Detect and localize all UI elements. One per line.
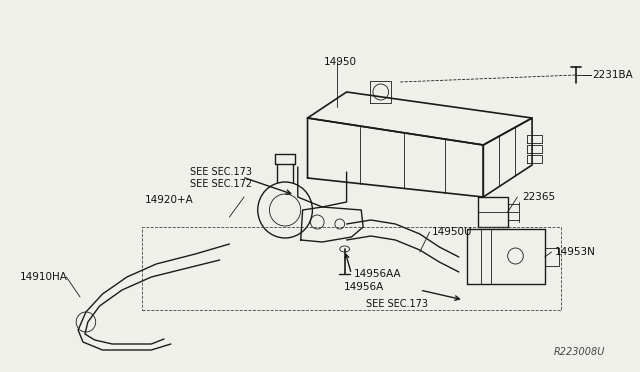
- Text: SEE SEC.172: SEE SEC.172: [190, 179, 253, 189]
- Text: 2231BA: 2231BA: [593, 70, 634, 80]
- Text: 22365: 22365: [522, 192, 556, 202]
- Text: 14910HA: 14910HA: [20, 272, 67, 282]
- Text: 14956A: 14956A: [344, 282, 384, 292]
- Text: 14920+A: 14920+A: [145, 195, 193, 205]
- Text: 14950: 14950: [324, 57, 357, 67]
- Text: R223008U: R223008U: [554, 347, 605, 357]
- Text: 14950U: 14950U: [431, 227, 472, 237]
- Text: 14953N: 14953N: [554, 247, 595, 257]
- Text: 14956AA: 14956AA: [353, 269, 401, 279]
- Text: SEE SEC.173: SEE SEC.173: [190, 167, 252, 177]
- Text: SEE SEC.173: SEE SEC.173: [366, 299, 428, 309]
